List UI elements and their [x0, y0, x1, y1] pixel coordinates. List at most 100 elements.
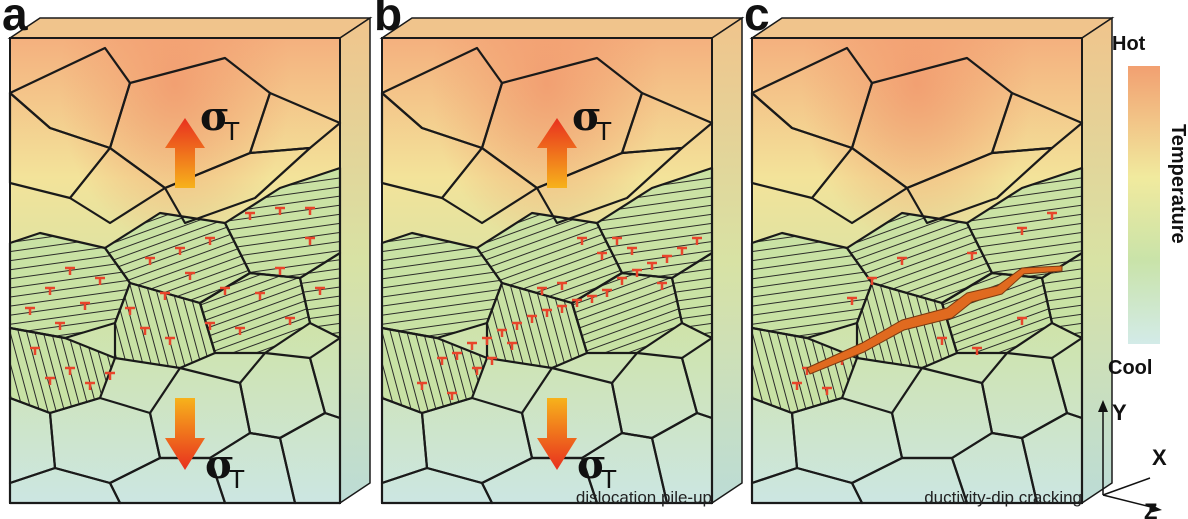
deformed-grain: [200, 273, 310, 353]
axis-x-label: X: [1152, 445, 1167, 470]
dislocation-mark: [30, 346, 40, 355]
stress-symbol-bottom: σ: [577, 441, 607, 488]
dislocation-mark: [627, 246, 637, 255]
crack-path: [806, 265, 1063, 375]
stress-symbol-top: σ: [572, 93, 602, 140]
temperature-colorbar: [1128, 66, 1160, 344]
dislocation-mark: [542, 308, 552, 317]
dislocation-mark: [507, 341, 517, 350]
dislocation-mark: [1047, 211, 1057, 220]
stress-subscript-bottom: T: [229, 464, 245, 494]
dislocation-mark: [140, 326, 150, 335]
dislocation-mark: [487, 356, 497, 365]
dislocation-mark: [897, 256, 907, 265]
dislocation-mark: [65, 366, 75, 375]
stress-subscript-top: T: [596, 116, 612, 146]
panel-caption: dislocation pile-up: [576, 488, 712, 507]
dislocation-mark: [315, 286, 325, 295]
stress-symbol-bottom: σ: [205, 441, 235, 488]
dislocation-mark: [512, 321, 522, 330]
deformed-grain: [477, 213, 622, 303]
legend-hot-label: Hot: [1112, 33, 1146, 55]
dislocation-mark: [175, 246, 185, 255]
dislocation-mark: [275, 266, 285, 275]
dislocation-mark: [245, 211, 255, 220]
dislocation-mark: [165, 336, 175, 345]
deformed-grain: [847, 213, 992, 303]
dislocation-mark: [160, 291, 170, 300]
dislocation-mark: [45, 376, 55, 385]
dislocation-mark: [145, 256, 155, 265]
dislocation-mark: [305, 236, 315, 245]
dislocation-mark: [220, 286, 230, 295]
panel-letter: c: [744, 0, 770, 40]
dislocation-mark: [527, 314, 537, 323]
dislocation-mark: [65, 266, 75, 275]
dislocation-mark: [657, 281, 667, 290]
dislocation-mark: [867, 276, 877, 285]
dislocation-mark: [80, 301, 90, 310]
deformed-grain: [300, 253, 340, 338]
dislocation-mark: [557, 281, 567, 290]
dislocation-mark: [55, 321, 65, 330]
dislocation-mark: [557, 304, 567, 313]
dislocation-mark: [85, 381, 95, 390]
grain-boundary: [440, 146, 539, 225]
dislocation-mark: [417, 381, 427, 390]
legend-title: Temperature: [1167, 124, 1188, 244]
deformed-grain: [115, 283, 215, 368]
dislocation-mark: [205, 321, 215, 330]
dislocation-mark: [205, 236, 215, 245]
deformed-grain: [1042, 253, 1082, 338]
dislocation-mark: [452, 351, 462, 360]
dislocation-mark: [602, 288, 612, 297]
dislocation-mark: [447, 391, 457, 400]
panel-c: ductivity-dip cracking c: [744, 0, 1115, 507]
deformed-grain: [382, 233, 502, 338]
dislocation-mark: [662, 254, 672, 263]
grain-boundary: [810, 146, 909, 225]
tensile-arrow-up: [165, 118, 205, 188]
dislocation-mark: [972, 346, 982, 355]
dislocation-mark: [45, 286, 55, 295]
dislocation-mark: [305, 206, 315, 215]
legend-cool-label: Cool: [1108, 357, 1152, 379]
grain-boundary: [68, 146, 167, 225]
deformed-grain: [382, 328, 487, 413]
dislocation-mark: [577, 236, 587, 245]
deformed-grain: [752, 233, 872, 338]
slab-top-face: [379, 17, 745, 39]
slab-side-face: [711, 16, 743, 505]
dislocation-mark: [285, 316, 295, 325]
slab-top-face: [7, 17, 373, 39]
deformed-grain: [10, 233, 130, 338]
dislocation-mark: [597, 251, 607, 260]
dislocation-mark: [847, 296, 857, 305]
dislocation-mark: [647, 261, 657, 270]
deformed-grain: [572, 273, 682, 353]
dislocation-mark: [275, 206, 285, 215]
dislocation-mark: [497, 328, 507, 337]
dislocation-mark: [235, 326, 245, 335]
slab-side-face: [339, 16, 371, 505]
deformed-grain: [105, 213, 250, 303]
dislocation-mark: [572, 298, 582, 307]
dislocation-mark: [125, 306, 135, 315]
panel-letter: b: [374, 0, 402, 40]
panel-caption: ductivity-dip cracking: [924, 488, 1082, 507]
dislocation-mark: [677, 246, 687, 255]
dislocation-mark: [1017, 226, 1027, 235]
temperature-legend: Hot Temperature Cool: [1108, 33, 1188, 379]
dislocation-mark: [537, 286, 547, 295]
panel-letter: a: [2, 0, 28, 40]
axis-z-label: Z: [1144, 499, 1157, 519]
dislocation-mark: [467, 341, 477, 350]
deformed-grain: [225, 168, 340, 278]
dislocation-mark: [937, 336, 947, 345]
dislocation-mark: [472, 366, 482, 375]
axes-triad: Y X Z: [1098, 400, 1167, 519]
axis-y-label: Y: [1112, 400, 1127, 425]
tensile-arrow-down: [165, 398, 205, 470]
deformed-grain: [672, 253, 712, 338]
